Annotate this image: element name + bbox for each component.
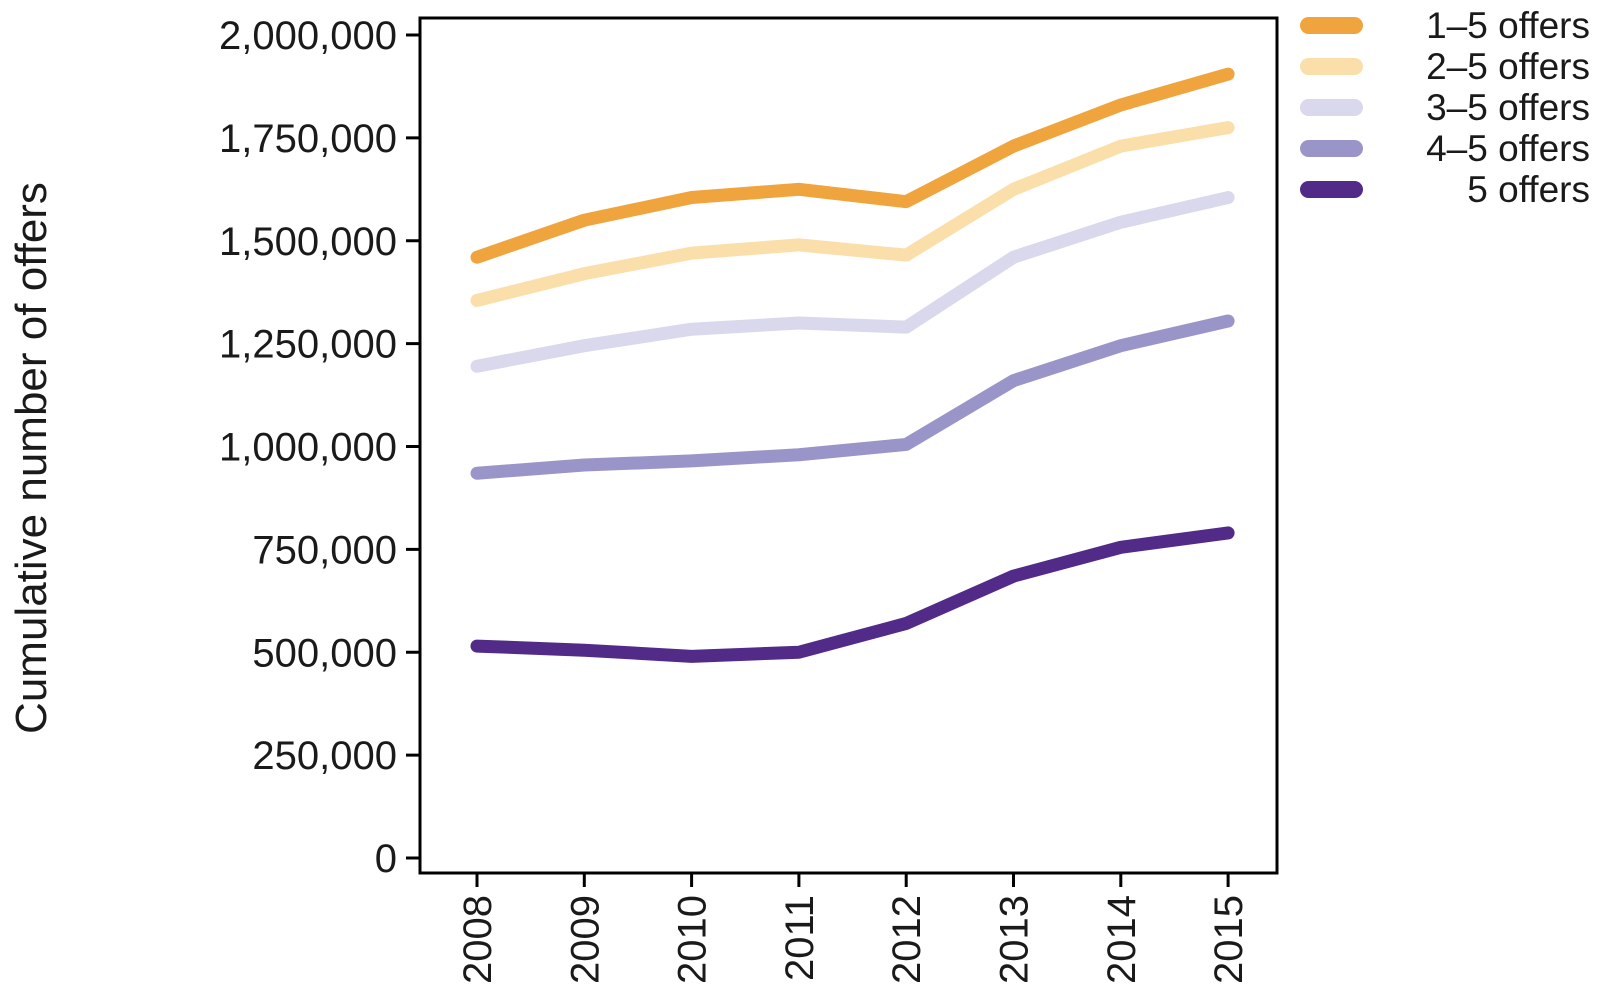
legend-swatch [1300,99,1363,116]
x-tick-label: 2015 [1207,895,1251,984]
legend-swatch [1300,181,1363,198]
x-tick-label: 2009 [563,895,607,984]
series-line-2 [470,121,1235,307]
legend-item: 5 offers [1300,169,1590,210]
legend-label: 2–5 offers [1426,45,1590,87]
legend-label: 3–5 offers [1426,86,1590,128]
y-tick-label: 1,500,000 [219,220,397,264]
y-tick-label: 750,000 [252,528,397,572]
x-tick-label: 2014 [1100,895,1144,984]
legend-swatch [1300,17,1363,34]
x-tick-label: 2012 [885,895,929,984]
legend: 1–5 offers 2–5 offers 3–5 offers 4–5 offers… [1300,5,1590,210]
series-line-5 [470,526,1235,663]
legend-item: 3–5 offers [1300,87,1590,128]
series-line-1 [470,67,1235,264]
y-tick-label: 2,000,000 [219,14,397,58]
legend-label: 5 offers [1467,168,1590,210]
series-line-3 [470,191,1235,373]
legend-label: 4–5 offers [1426,127,1590,169]
y-tick-label: 1,250,000 [219,323,397,367]
y-tick-label: 250,000 [252,734,397,778]
legend-swatch [1300,140,1363,157]
legend-item: 4–5 offers [1300,128,1590,169]
legend-swatch [1300,58,1363,75]
y-tick-label: 1,000,000 [219,426,397,470]
x-tick-label: 2008 [456,895,500,984]
x-tick-label: 2010 [671,895,715,984]
legend-item: 1–5 offers [1300,5,1590,46]
series-line-4 [470,314,1235,480]
x-tick-label: 2013 [993,895,1037,984]
x-tick-label: 2011 [778,895,822,981]
y-tick-label: 1,750,000 [219,117,397,161]
legend-item: 2–5 offers [1300,46,1590,87]
y-tick-label: 0 [375,837,397,881]
legend-label: 1–5 offers [1426,4,1590,46]
y-tick-label: 500,000 [252,631,397,675]
